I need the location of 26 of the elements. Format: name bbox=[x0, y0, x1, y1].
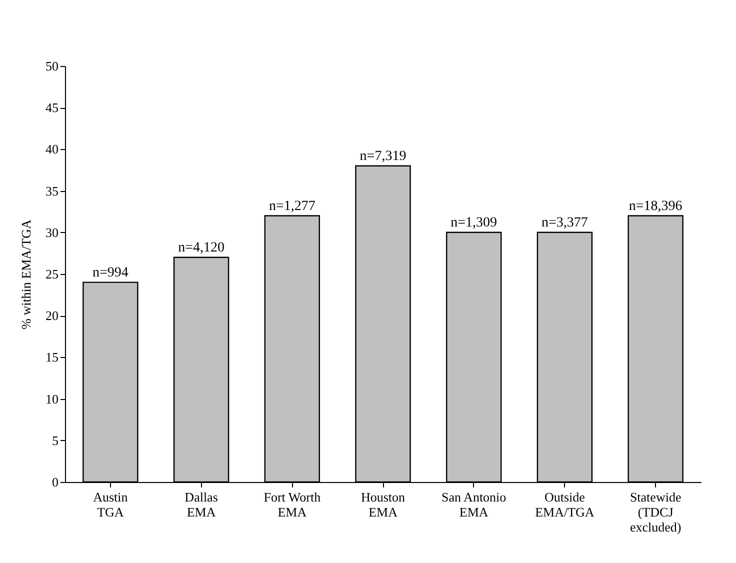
y-tick-label: 20 bbox=[46, 308, 58, 324]
y-tick-label: 45 bbox=[46, 100, 58, 116]
x-tick-label: Statewide (TDCJ excluded) bbox=[630, 490, 682, 534]
annotation: n=18,396 bbox=[628, 198, 682, 214]
annotation: n=994 bbox=[92, 265, 128, 280]
x-tick-label: Dallas EMA bbox=[184, 490, 218, 520]
y-tick-label: 15 bbox=[46, 350, 58, 365]
y-tick-label: 25 bbox=[46, 266, 58, 282]
annotation: n=7,319 bbox=[360, 148, 406, 164]
y-axis-title: % within EMA/TGA bbox=[18, 219, 34, 330]
y-tick-label: 0 bbox=[52, 474, 58, 490]
annotation: n=1,309 bbox=[450, 215, 498, 230]
x-tick-label: Outside EMA/TGA bbox=[535, 490, 595, 520]
annotation: n=4,120 bbox=[178, 240, 224, 256]
y-tick-label: 50 bbox=[46, 58, 58, 74]
x-tick-label: San Antonio EMA bbox=[442, 490, 506, 520]
x-tick-label: Austin TGA bbox=[93, 490, 128, 520]
y-tick-label: 40 bbox=[46, 142, 58, 157]
annotation: n=3,377 bbox=[542, 215, 588, 230]
y-tick-label: 30 bbox=[46, 224, 58, 240]
x-tick-label: Fort Worth EMA bbox=[264, 490, 322, 520]
y-tick-label: 5 bbox=[52, 432, 58, 448]
y-tick-label: 35 bbox=[46, 183, 58, 198]
annotation: n=1,277 bbox=[268, 198, 316, 214]
y-tick-label: 10 bbox=[46, 391, 58, 406]
x-tick-label: Houston EMA bbox=[360, 490, 406, 520]
